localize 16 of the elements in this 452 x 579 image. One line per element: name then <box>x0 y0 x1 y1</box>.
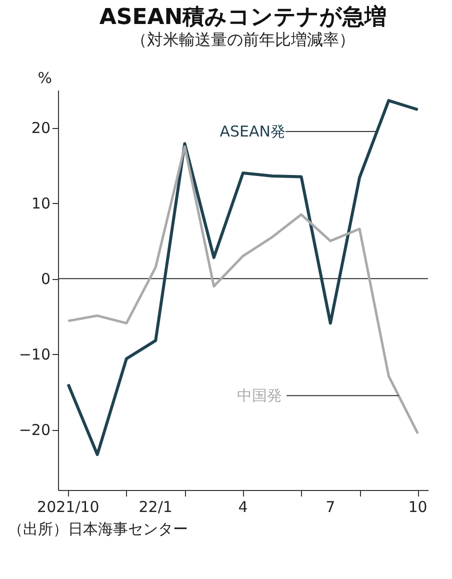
y-tick-label: 10 <box>31 194 50 213</box>
text: 中国発 <box>237 386 282 405</box>
chart-title: ASEAN積みコンテナが急増 <box>99 4 387 30</box>
x-tick-label: 4 <box>238 498 248 516</box>
x-tick-label: 22/1 <box>138 498 172 516</box>
y-tick-label: −20 <box>18 421 50 440</box>
text: （出所）日本海事センター <box>8 520 188 538</box>
y-tick-label: 0 <box>40 270 50 288</box>
y-axis-title: % <box>38 69 52 87</box>
x-tick-label: 10 <box>408 498 428 516</box>
y-tick-label: −10 <box>18 346 50 364</box>
x-tick-label: 7 <box>326 498 336 516</box>
text: ASEAN発 <box>220 122 286 141</box>
x-tick-label: 2021/10 <box>37 498 100 516</box>
y-tick-label: 20 <box>31 119 50 138</box>
chart-subtitle: （対米輸送量の前年比増減率） <box>131 30 355 49</box>
